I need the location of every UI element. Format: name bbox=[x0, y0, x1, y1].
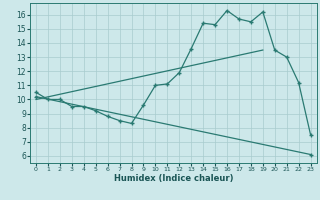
X-axis label: Humidex (Indice chaleur): Humidex (Indice chaleur) bbox=[114, 174, 233, 183]
